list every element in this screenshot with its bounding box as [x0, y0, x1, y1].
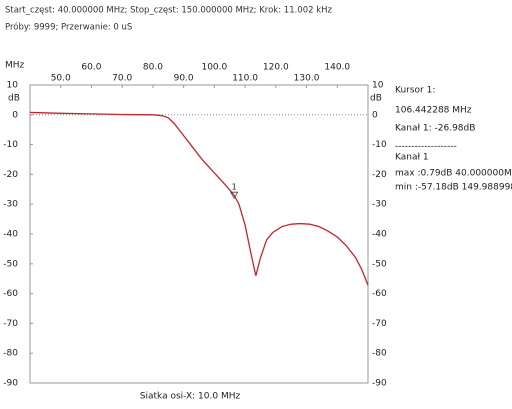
cursor-text: min :-57.18dB 149.988998MHz	[395, 183, 512, 193]
y-tick-label: -30	[372, 200, 387, 210]
y-tick-label: -10	[3, 140, 18, 150]
header-line: Start_częst: 40.000000 MHz; Stop_częst: …	[5, 6, 333, 16]
y-tick-label: -50	[3, 259, 18, 269]
x-tick-label: 60.0	[81, 63, 101, 73]
x-tick-label: 80.0	[143, 63, 163, 73]
y-tick-label: 10	[7, 81, 19, 91]
plot-frame	[29, 84, 369, 384]
header-line: Próby: 9999; Przerwanie: 0 uS	[5, 22, 132, 33]
y-tick-label: -80	[372, 349, 387, 359]
x-tick-label: 90.0	[174, 74, 194, 84]
trace	[29, 111, 369, 286]
y-tick-label: -50	[372, 259, 387, 269]
cursor-text: 106.442288 MHz	[395, 106, 472, 116]
cursor-label: 1	[232, 183, 237, 192]
y-tick-label: -90	[372, 379, 387, 389]
y-tick-label: 0	[372, 110, 378, 120]
y-tick-label: 0	[12, 110, 18, 120]
y-tick-label: -70	[372, 319, 387, 329]
y-tick-label: -80	[3, 349, 18, 359]
x-label: Siatka osi-X: 10.0 MHz	[140, 392, 241, 402]
x-tick-label: 130.0	[294, 74, 320, 84]
y-tick-label: -40	[372, 230, 387, 240]
cursor-text: Kanał 1: -26.98dB	[395, 124, 475, 134]
y-tick-label: -30	[3, 200, 18, 210]
x-tick-label: 50.0	[51, 74, 71, 84]
cursor-text: -------------------	[395, 142, 457, 152]
y-tick-label: 10	[372, 81, 384, 91]
x-tick-label: 110.0	[232, 74, 258, 84]
x-unit: MHz	[5, 61, 25, 71]
y-tick-label: -20	[3, 170, 18, 180]
y-tick-label: -20	[372, 170, 387, 180]
y-tick-label: -70	[3, 319, 18, 329]
y-unit: dB	[370, 94, 382, 104]
y-tick-label: -60	[372, 289, 387, 299]
y-unit: dB	[8, 94, 20, 104]
y-tick-label: -60	[3, 289, 18, 299]
cursor-text: Kursor 1:	[395, 86, 435, 96]
x-tick-label: 70.0	[112, 74, 132, 84]
cursor-text: Kanał 1	[395, 153, 429, 163]
x-tick-label: 100.0	[201, 63, 227, 73]
x-tick-label: 120.0	[263, 63, 289, 73]
cursor-marker	[229, 191, 239, 199]
y-tick-label: -90	[3, 379, 18, 389]
cursor-text: max :0.79dB 40.000000MHz	[395, 169, 512, 179]
y-tick-label: -40	[3, 230, 18, 240]
y-tick-label: -10	[372, 140, 387, 150]
x-tick-label: 140.0	[324, 63, 350, 73]
